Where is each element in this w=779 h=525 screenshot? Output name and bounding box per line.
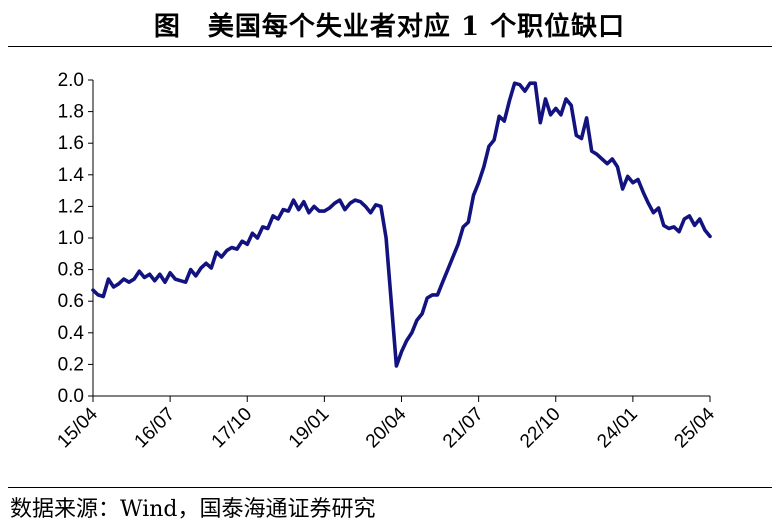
source-divider [8, 487, 772, 488]
x-tick-label: 22/10 [516, 404, 564, 452]
y-tick-label: 1.2 [58, 196, 84, 217]
x-tick-label: 17/10 [208, 404, 256, 452]
y-tick-label: 2.0 [58, 70, 84, 91]
x-tick-label: 24/01 [593, 404, 641, 452]
x-tick-label: 20/04 [362, 403, 411, 452]
chart-title: 图 美国每个失业者对应 1 个职位缺口 [153, 12, 626, 42]
y-axis: 0.0 0.2 0.4 0.6 0.8 1.0 1.2 1.4 1.6 1.8 2.0 [58, 70, 94, 407]
y-tick-label: 0.2 [58, 354, 84, 375]
y-tick-label: 1.0 [58, 228, 84, 249]
series-line-0 [91, 81, 712, 368]
y-tick-label: 0.6 [58, 291, 84, 312]
source-note: 数据来源：Wind，国泰海通证券研究 [10, 497, 376, 522]
y-tick-label: 0.8 [58, 260, 84, 281]
x-tick-label: 15/04 [53, 403, 102, 452]
series-layer [91, 81, 712, 368]
y-tick-label: 1.8 [58, 102, 84, 123]
x-tick-label: 25/04 [670, 403, 719, 452]
x-axis: 15/04 16/07 17/10 19/01 20/04 21/07 22/10 24/01… [53, 395, 719, 452]
x-tick-label: 19/01 [285, 404, 333, 452]
y-tick-label: 0.4 [58, 323, 85, 344]
x-tick-label: 16/07 [131, 404, 179, 452]
y-tick-label: 1.6 [58, 133, 84, 154]
title-divider [8, 46, 772, 47]
x-tick-label: 21/07 [439, 404, 487, 452]
y-tick-label: 0.0 [58, 386, 84, 407]
y-tick-label: 1.4 [58, 165, 85, 186]
